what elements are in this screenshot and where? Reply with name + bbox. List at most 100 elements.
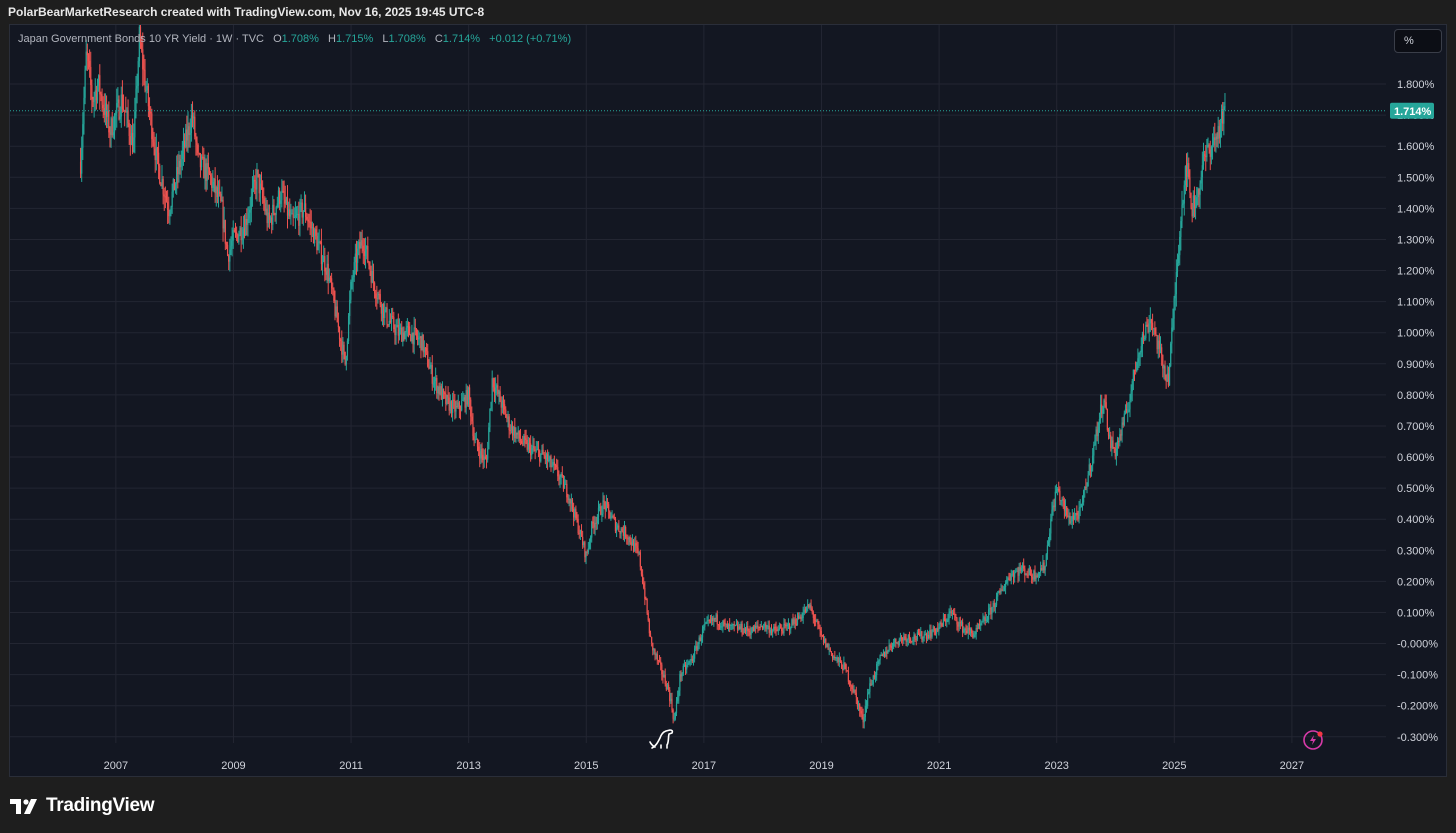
candle-body (1159, 347, 1162, 349)
candle-body (1070, 521, 1072, 523)
candle-body (667, 684, 670, 690)
candle-body (908, 635, 911, 639)
candle-body (1223, 106, 1225, 124)
candle-body (1090, 465, 1093, 472)
legend-low-label: L (382, 33, 389, 45)
candle-body (613, 517, 615, 519)
candle-body (286, 197, 289, 216)
candle-body (627, 537, 629, 540)
y-tick-label: 1.800% (1397, 79, 1435, 91)
candle-body (241, 237, 243, 241)
candle-body (301, 202, 303, 218)
candle-body (1023, 565, 1025, 569)
candle-body (139, 26, 142, 44)
candle-body (478, 446, 480, 452)
candle-body (983, 617, 985, 619)
candle-body (561, 474, 563, 477)
legend-symbol[interactable]: Japan Government Bonds 10 YR Yield · 1W … (18, 33, 264, 45)
candle-body (144, 69, 146, 91)
candle-body (955, 614, 957, 618)
candle-body (1017, 570, 1019, 576)
candle-body (203, 157, 205, 179)
candle-body (781, 628, 783, 632)
candle-body (458, 402, 460, 410)
candle-body (1215, 136, 1217, 140)
candle-body (775, 627, 777, 631)
candle-body (536, 449, 539, 451)
candle-body (410, 335, 412, 342)
candle-body (611, 516, 613, 519)
candle-body (190, 115, 192, 134)
candle-body (597, 507, 600, 517)
candle-body (224, 220, 226, 244)
candle-body (337, 322, 339, 328)
candle-body (612, 516, 614, 518)
candle-body (446, 395, 448, 404)
candle-body (925, 634, 928, 639)
candle-body (972, 633, 974, 638)
candle-body (256, 169, 258, 190)
candle-body (552, 462, 554, 466)
candle-body (272, 204, 274, 225)
candle-body (220, 193, 222, 202)
candle-body (187, 126, 189, 141)
candle-body (260, 183, 263, 187)
candle-body (836, 657, 838, 659)
candle-body (1068, 515, 1070, 518)
candle-body (942, 618, 944, 626)
candle-body (283, 191, 285, 200)
candle-body (467, 387, 470, 405)
candle-body (361, 240, 363, 246)
unit-selector-button[interactable]: % (1394, 29, 1442, 53)
candle-body (230, 245, 232, 250)
x-tick-label: 2023 (1044, 760, 1068, 772)
candle-body (85, 51, 87, 70)
candle-body (264, 203, 266, 212)
candle-body (1157, 340, 1159, 350)
lightning-icon[interactable] (1303, 730, 1323, 750)
y-tick-label: 0.600% (1397, 452, 1435, 464)
candle-body (591, 521, 593, 538)
candle-body (750, 632, 752, 635)
dinosaur-icon[interactable] (649, 729, 674, 749)
candle-body (872, 675, 874, 685)
candle-body (755, 626, 757, 628)
candle-body (1156, 335, 1158, 350)
candle-body (384, 309, 386, 318)
candle-body (195, 136, 197, 142)
candle-body (1115, 448, 1118, 457)
candle-body (813, 617, 816, 621)
candle-body (506, 417, 508, 419)
candle-body (784, 623, 786, 626)
candle-body (289, 209, 291, 217)
candle-body (271, 217, 273, 225)
candle-body (940, 622, 942, 625)
candle-body (1146, 324, 1148, 326)
candle-body (138, 26, 140, 62)
candle-body (705, 622, 707, 624)
candle-body (368, 262, 370, 266)
price-chart[interactable]: 1.800%1.700%1.600%1.500%1.400%1.300%1.20… (10, 25, 1446, 776)
candle-body (397, 324, 399, 336)
candle-body (639, 552, 641, 567)
candle-body (854, 689, 856, 693)
tradingview-logo[interactable]: TradingView (10, 795, 155, 817)
candle-body (309, 221, 311, 223)
candle-body (331, 278, 333, 289)
candle-body (1166, 373, 1168, 382)
candle-body (545, 454, 548, 460)
x-tick-label: 2027 (1280, 760, 1304, 772)
candle-body (989, 607, 991, 610)
candle-body (1147, 324, 1149, 333)
candle-body (178, 160, 180, 175)
candle-body (1165, 375, 1167, 382)
candle-body (565, 483, 567, 485)
candle-body (695, 646, 697, 649)
candle-body (99, 75, 101, 95)
candle-body (311, 227, 313, 229)
candle-body (686, 665, 688, 670)
candle-body (677, 697, 679, 702)
candle-body (696, 646, 698, 651)
chart-panel[interactable]: 1.800%1.700%1.600%1.500%1.400%1.300%1.20… (9, 24, 1447, 777)
candle-body (392, 316, 394, 318)
